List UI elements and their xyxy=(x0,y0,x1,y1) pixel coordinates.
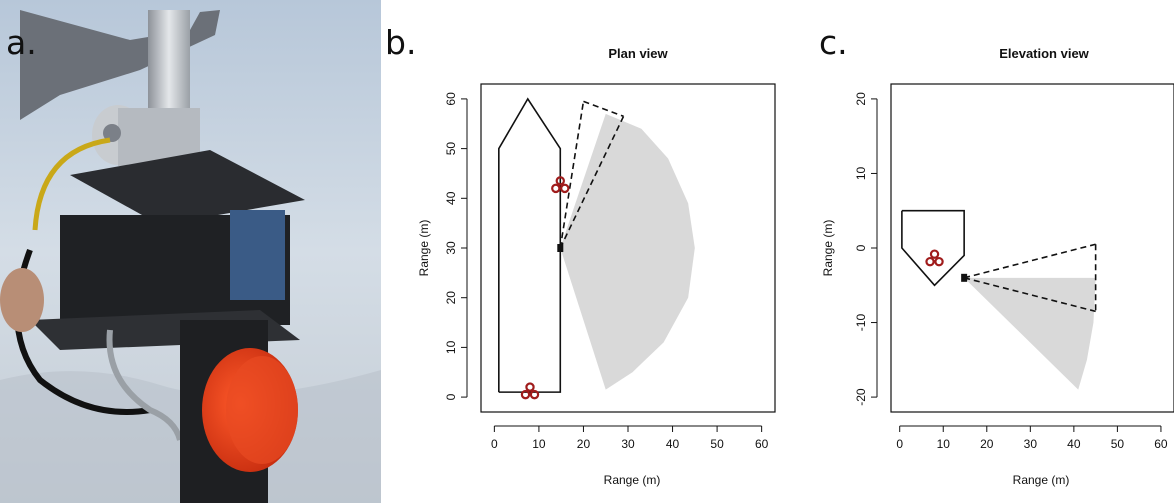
camera-knob xyxy=(103,124,121,142)
y-tick-label: 20 xyxy=(854,92,868,106)
x-tick-label: 60 xyxy=(755,437,769,451)
y-tick-label: 20 xyxy=(444,291,458,305)
x-tick-label: 50 xyxy=(710,437,724,451)
panel-label-c: c. xyxy=(819,23,848,62)
plot-area: 0 10 20 30 40 50 60 0 10 20 30 40 50 60 xyxy=(444,83,776,451)
y-tick-label: -20 xyxy=(854,388,868,406)
x-tick-label: 40 xyxy=(666,437,680,451)
x-tick-label: 0 xyxy=(896,437,903,451)
x-tick-label: 30 xyxy=(621,437,635,451)
y-tick-label: 60 xyxy=(444,92,458,106)
y-tick-label: 0 xyxy=(444,393,458,400)
plan-view-chart: Plan view 0 10 20 30 40 50 60 0 10 20 30 40 50 60 Ran… xyxy=(417,46,776,487)
panel-label-a: a. xyxy=(6,23,37,62)
beam-line xyxy=(559,101,585,249)
platform-plate xyxy=(70,150,305,225)
x-axis-label: Range (m) xyxy=(604,473,661,487)
x-tick-label: 40 xyxy=(1067,437,1081,451)
beam-line xyxy=(559,115,625,249)
photo-panel xyxy=(0,0,381,503)
orange-device-face xyxy=(226,356,298,464)
y-tick-label: 40 xyxy=(444,191,458,205)
y-tick-label: -10 xyxy=(854,314,868,332)
elevation-view-chart: Elevation view 0 10 20 30 40 50 60-20-1001020 … xyxy=(821,46,1174,487)
coverage-sector xyxy=(560,113,695,390)
silver-cable xyxy=(106,329,183,441)
hand xyxy=(0,268,44,332)
y-tick-label: 10 xyxy=(854,166,868,180)
panel-label-b: b. xyxy=(385,23,417,62)
sonar-symbol xyxy=(520,382,540,400)
y-axis-label: Range (m) xyxy=(417,220,431,277)
sonar-symbol xyxy=(551,176,570,194)
y-tick-label: 30 xyxy=(444,241,458,255)
plot-frame xyxy=(480,83,776,413)
chart-title: Elevation view xyxy=(999,46,1089,61)
sensor-marker xyxy=(961,273,968,282)
beam-line xyxy=(963,243,1096,279)
y-tick-label: 0 xyxy=(854,244,868,251)
platform-outline xyxy=(901,209,965,287)
x-tick-label: 60 xyxy=(1154,437,1168,451)
sonar-symbol xyxy=(925,249,944,267)
plot-frame xyxy=(890,83,1174,413)
x-tick-label: 10 xyxy=(532,437,546,451)
platform-outline xyxy=(498,97,562,393)
electronics-panel xyxy=(230,210,285,300)
x-tick-label: 10 xyxy=(937,437,951,451)
x-tick-label: 0 xyxy=(491,437,498,451)
y-axis-label: Range (m) xyxy=(821,220,835,277)
y-tick-label: 10 xyxy=(444,340,458,354)
plot-area: 0 10 20 30 40 50 60 -20 -10 0 10 20 xyxy=(854,83,1174,451)
y-tick-label: 50 xyxy=(444,142,458,156)
x-tick-label: 20 xyxy=(980,437,994,451)
x-tick-label: 30 xyxy=(1024,437,1038,451)
x-tick-label: 20 xyxy=(577,437,591,451)
beam-line xyxy=(963,277,1096,313)
beam-line xyxy=(583,100,624,118)
sensor-marker xyxy=(557,244,564,252)
coverage-sector xyxy=(964,277,1096,390)
x-axis-label: Range (m) xyxy=(1013,473,1070,487)
chart-title: Plan view xyxy=(608,46,668,61)
x-tick-label: 50 xyxy=(1111,437,1125,451)
yellow-cable xyxy=(32,137,111,231)
